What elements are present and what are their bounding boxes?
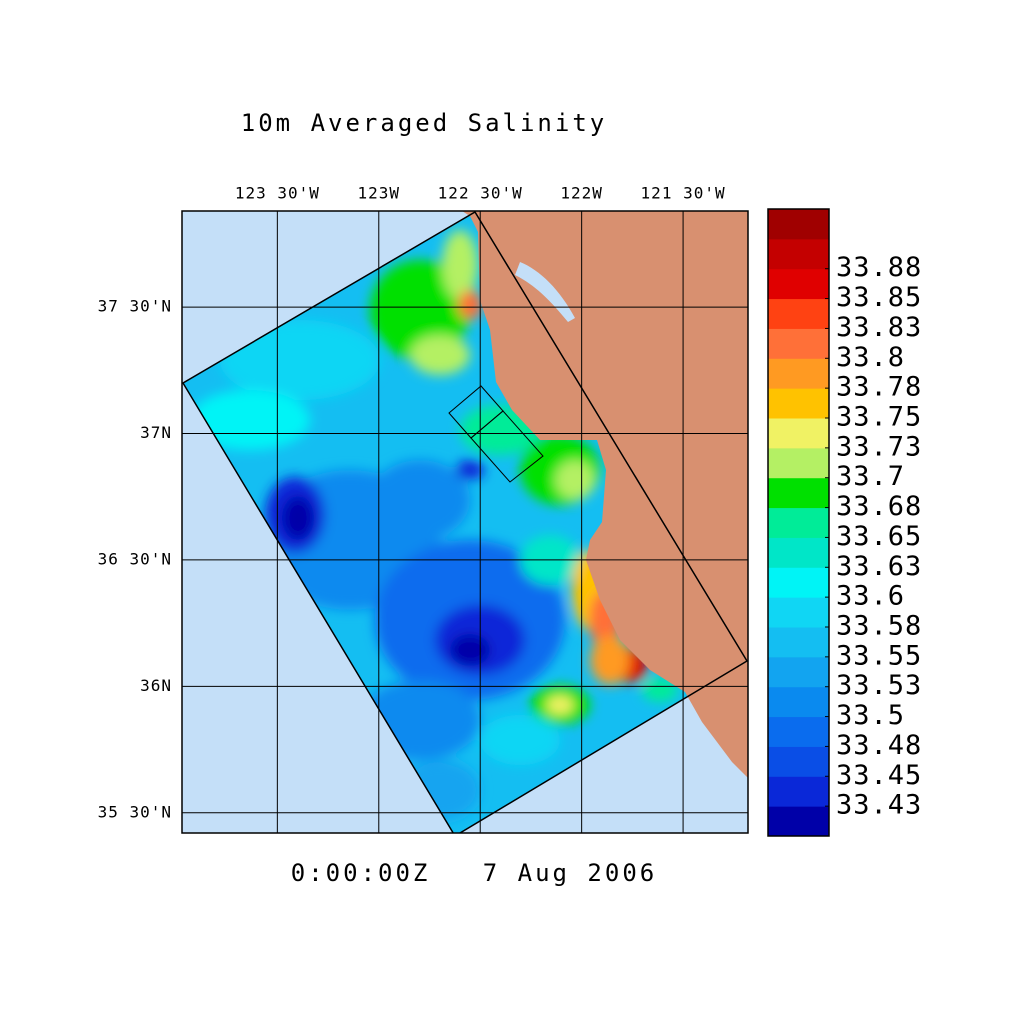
colorbar-swatch: [768, 358, 829, 389]
salinity-field: [183, 212, 747, 833]
colorbar-swatch: [768, 388, 829, 419]
x-tick-label: 122W: [560, 184, 603, 203]
colorbar-label: 33.75: [836, 402, 922, 433]
colorbar-label: 33.78: [836, 372, 922, 403]
x-tick-label: 121 30'W: [641, 184, 726, 203]
colorbar-label: 33.48: [836, 730, 922, 761]
x-tick-label: 123 30'W: [235, 184, 320, 203]
y-tick-label: 37N: [140, 423, 172, 442]
colorbar-label: 33.53: [836, 670, 922, 701]
colorbar-label: 33.5: [836, 700, 905, 731]
colorbar-label: 33.6: [836, 581, 905, 612]
colorbar-swatch: [768, 716, 829, 747]
colorbar-label: 33.55: [836, 640, 922, 671]
colorbar-swatch: [768, 567, 829, 598]
grid: [182, 211, 748, 833]
colorbar-swatch: [768, 656, 829, 688]
colorbar-swatch: [768, 776, 829, 807]
colorbar-label: 33.85: [836, 282, 922, 313]
colorbar-label: 33.68: [836, 491, 922, 522]
colorbar-swatch: [768, 298, 829, 329]
colorbar-frame: [767, 208, 830, 837]
y-tick-label: 36N: [140, 676, 172, 695]
colorbar-swatch: [768, 477, 829, 509]
colorbar-label: 33.73: [836, 431, 922, 462]
y-tick-label: 37 30'N: [98, 297, 172, 316]
colorbar-swatch: [768, 238, 829, 270]
colorbar-label: 33.65: [836, 521, 922, 552]
colorbar-label: 33.45: [836, 760, 922, 791]
colorbar-swatch: [768, 537, 829, 568]
colorbar-swatch: [768, 447, 829, 479]
colorbar-swatch: [768, 209, 829, 240]
colorbar-swatch: [768, 268, 829, 300]
colorbar-swatch: [768, 597, 829, 628]
colorbar-swatch: [768, 507, 829, 538]
colorbar-label: 33.63: [836, 551, 922, 582]
colorbar-swatch: [768, 627, 829, 658]
x-tick-label: 123W: [358, 184, 401, 203]
colorbar-label: 33.43: [836, 790, 922, 821]
map-area: [182, 211, 748, 833]
x-tick-label: 122 30'W: [438, 184, 523, 203]
colorbar-swatch: [768, 686, 829, 718]
colorbar-swatch: [768, 806, 829, 837]
land: [462, 211, 748, 778]
colorbar-swatch: [768, 328, 829, 359]
map-title: 10m Averaged Salinity: [241, 109, 607, 137]
colorbar-label: 33.8: [836, 342, 905, 373]
colorbar-label: 33.88: [836, 252, 922, 283]
map-frame: [181, 210, 749, 834]
colorbar: 33.4333.4533.4833.533.5333.5533.5833.633…: [767, 208, 922, 837]
y-tick-label: 36 30'N: [98, 549, 172, 568]
colorbar-label: 33.58: [836, 611, 922, 642]
colorbar-label: 33.83: [836, 312, 922, 343]
colorbar-label: 33.7: [836, 461, 905, 492]
model-domain: [182, 211, 748, 833]
colorbar-swatch: [768, 746, 829, 777]
y-tick-label: 35 30'N: [98, 802, 172, 821]
colorbar-swatch: [768, 418, 829, 449]
timestamp: 0:00:00Z 7 Aug 2006: [291, 859, 657, 887]
